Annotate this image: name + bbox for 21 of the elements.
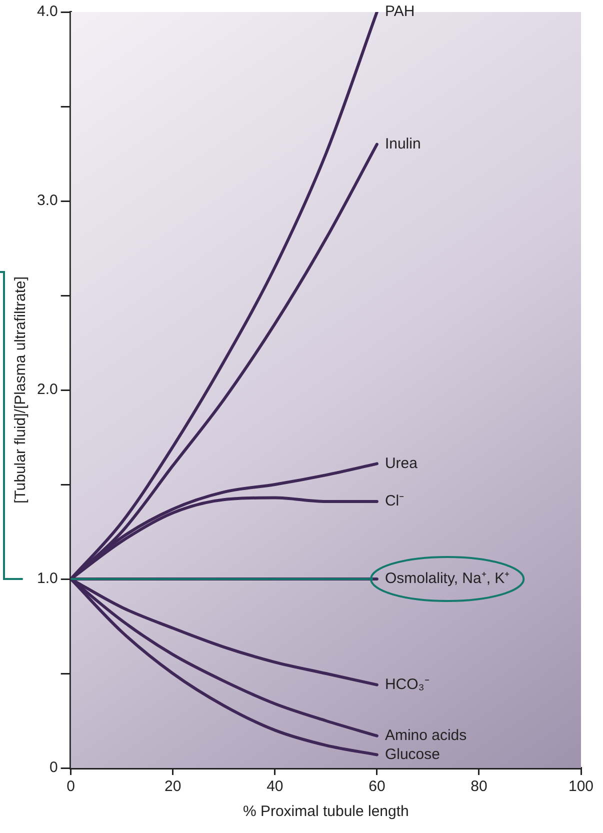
x-tick-label: 0 xyxy=(66,778,76,796)
y-tick-label: 4.0 xyxy=(36,3,58,20)
x-tick-label: 100 xyxy=(568,778,594,796)
series-label: Amino acids xyxy=(384,727,467,744)
y-axis-title: [Tubular fluid]/[Plasma ultrafiltrate] xyxy=(12,276,30,504)
series-label: Inulin xyxy=(384,135,421,152)
series-label: Osmolality, Na⁺, K⁺ xyxy=(384,570,510,588)
x-tick-label: 60 xyxy=(368,778,386,796)
y-tick-label: 0 xyxy=(50,759,58,776)
series-label: HCO₃⁻ xyxy=(384,676,430,693)
series-label: Urea xyxy=(384,454,418,472)
x-tick-label: 40 xyxy=(266,778,284,796)
y-tick-label: 2.0 xyxy=(36,381,58,398)
x-axis-title: % Proximal tubule length xyxy=(242,803,409,820)
y-tick-label: 3.0 xyxy=(36,192,58,210)
series-label: Glucose xyxy=(384,746,440,763)
series-label: PAH xyxy=(384,3,415,20)
y-tick-label: 1.0 xyxy=(36,570,58,588)
x-tick-label: 80 xyxy=(470,778,488,796)
series-label: Cl⁻ xyxy=(384,492,404,510)
x-tick-label: 20 xyxy=(164,778,182,796)
